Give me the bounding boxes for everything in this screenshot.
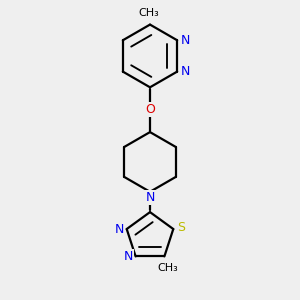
Text: N: N xyxy=(181,65,190,78)
Text: N: N xyxy=(124,250,133,263)
Text: N: N xyxy=(181,34,190,47)
Text: N: N xyxy=(115,223,124,236)
Text: CH₃: CH₃ xyxy=(138,8,159,18)
Text: N: N xyxy=(145,191,155,204)
Text: CH₃: CH₃ xyxy=(158,263,178,273)
Text: O: O xyxy=(145,103,155,116)
Text: S: S xyxy=(177,221,185,234)
